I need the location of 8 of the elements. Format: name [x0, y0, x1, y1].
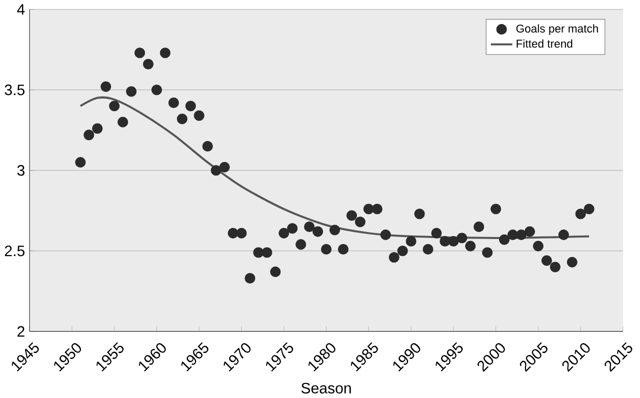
- legend-label: Goals per match: [516, 24, 598, 35]
- y-tick-label: 2: [17, 326, 24, 337]
- y-tick-label: 2.5: [4, 246, 24, 256]
- y-tick-label: 4: [17, 4, 25, 15]
- legend-label: Fitted trend: [516, 40, 572, 48]
- y-tick-label: 3.5: [4, 84, 24, 96]
- y-tick-label: 3: [17, 165, 24, 176]
- x-axis-title: Season: [301, 382, 351, 394]
